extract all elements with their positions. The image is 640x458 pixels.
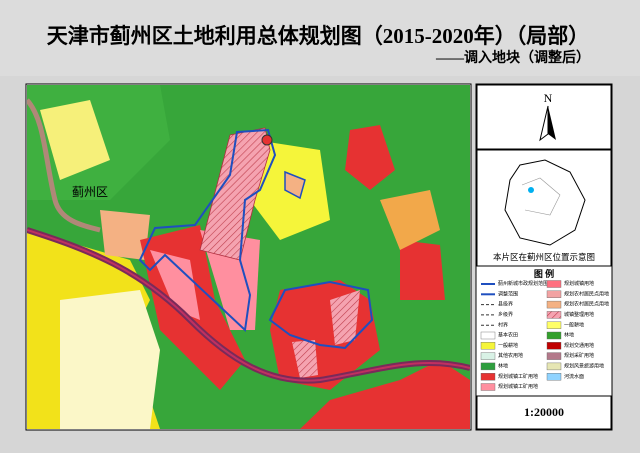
legend-label: 村界 (498, 321, 508, 328)
legend-swatch (546, 342, 562, 350)
legend-label: 规划城镇工矿用地 (498, 373, 538, 380)
legend-swatch (546, 280, 562, 288)
legend-label: 河流水面 (564, 373, 584, 380)
north-label: N (544, 91, 553, 105)
inset-caption: 本片区在蓟州区位置示意图 (493, 252, 595, 262)
legend-swatch (546, 331, 562, 340)
scale: 1:20000 (524, 405, 564, 419)
legend-label: 规划城镇工矿用地 (498, 383, 538, 390)
legend-label: 林地 (498, 363, 508, 370)
legend-label: 一般耕地 (564, 321, 584, 328)
legend-swatch (480, 331, 496, 340)
legend-swatch (480, 362, 496, 371)
legend-label: 调整范围 (498, 290, 518, 297)
legend-label: 规划采矿用地 (564, 352, 594, 359)
legend-swatch (546, 373, 562, 381)
inset-location (528, 187, 534, 193)
subtitle: ——调入地块（调整后） (435, 49, 590, 66)
legend-label: 规划农村居民点用地 (564, 290, 609, 297)
legend-swatch (546, 300, 562, 309)
legend-swatch (546, 362, 562, 371)
legend-swatch (546, 290, 562, 298)
legend-label: 乡级界 (498, 311, 513, 318)
legend-label: 规划城镇用地 (564, 280, 594, 287)
scale-box (476, 395, 612, 430)
legend-swatch (480, 373, 496, 381)
legend-label: 林地 (564, 332, 574, 339)
inset-boundaries (521, 177, 561, 216)
legend-label: 规划风景旅游用地 (564, 363, 604, 370)
legend-label: 其他农用地 (498, 352, 523, 359)
legend-label: 城镇整理用地 (564, 311, 594, 318)
legend-label: 县级界 (498, 301, 513, 308)
place-label: 蓟州区 (72, 185, 108, 199)
header-band (0, 0, 640, 76)
legend-label: 规划农村居民点用地 (564, 301, 609, 308)
land-use-map (27, 85, 470, 429)
legend-swatch (546, 311, 562, 319)
legend-label: 规划交通用地 (564, 342, 594, 349)
legend-swatch (480, 342, 496, 350)
legend-swatch (546, 352, 562, 360)
legend-label: 蓟州新城市政规划范围 (498, 280, 548, 287)
north-box (476, 84, 612, 150)
inset-district (504, 159, 586, 246)
legend-swatch (480, 352, 496, 360)
legend-title: 图 例 (534, 268, 554, 279)
title: 天津市蓟州区土地利用总体规划图（2015-2020年）（局部） (47, 24, 590, 48)
legend-swatch (546, 321, 562, 329)
north-arrow (548, 106, 556, 140)
north-arrow (539, 105, 549, 142)
legend-label: 一般耕地 (498, 342, 518, 349)
legend-swatch (480, 383, 496, 391)
legend-label: 基本农田 (498, 332, 518, 339)
